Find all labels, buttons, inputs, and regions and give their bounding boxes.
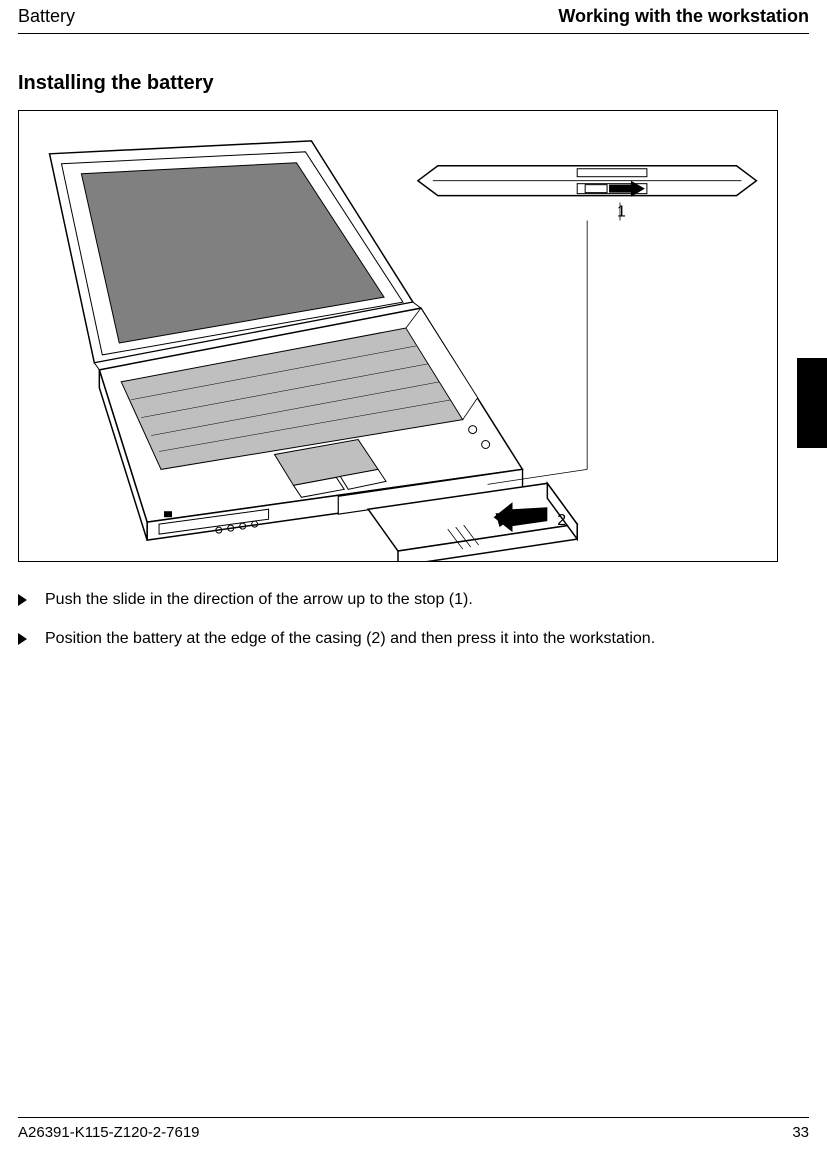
- round-button: [482, 441, 490, 449]
- thumb-tab: [797, 358, 827, 448]
- round-button: [469, 426, 477, 434]
- section-title: Installing the battery: [18, 72, 214, 95]
- figure-label-1: 1: [617, 204, 626, 221]
- figure-svg: 2 1: [19, 111, 777, 561]
- header-row: Battery Working with the workstation: [18, 6, 809, 27]
- step-marker-icon: [18, 633, 27, 645]
- step-item: Push the slide in the direction of the a…: [18, 590, 787, 611]
- footer-row: A26391-K115-Z120-2-7619 33: [18, 1124, 809, 1141]
- footer-rule: [18, 1117, 809, 1118]
- figure-label-2: 2: [557, 512, 566, 529]
- footer-page-number: 33: [792, 1124, 809, 1141]
- inset-slide-knob: [585, 185, 607, 193]
- step-item: Position the battery at the edge of the …: [18, 629, 787, 650]
- step-marker-icon: [18, 594, 27, 606]
- header-right-text: Working with the workstation: [558, 6, 809, 27]
- steps-list: Push the slide in the direction of the a…: [18, 590, 787, 668]
- step-text: Position the battery at the edge of the …: [45, 629, 655, 650]
- inset-upper-slot: [577, 169, 647, 177]
- header-rule: [18, 33, 809, 34]
- footer-doc-id: A26391-K115-Z120-2-7619: [18, 1124, 200, 1141]
- page-footer: A26391-K115-Z120-2-7619 33: [18, 1117, 809, 1141]
- drive-slot-mark: [164, 511, 172, 517]
- page-header: Battery Working with the workstation: [18, 6, 809, 34]
- step-text: Push the slide in the direction of the a…: [45, 590, 473, 611]
- page: Battery Working with the workstation Ins…: [0, 0, 827, 1155]
- header-left-text: Battery: [18, 6, 75, 27]
- figure-container: 2 1: [18, 110, 778, 562]
